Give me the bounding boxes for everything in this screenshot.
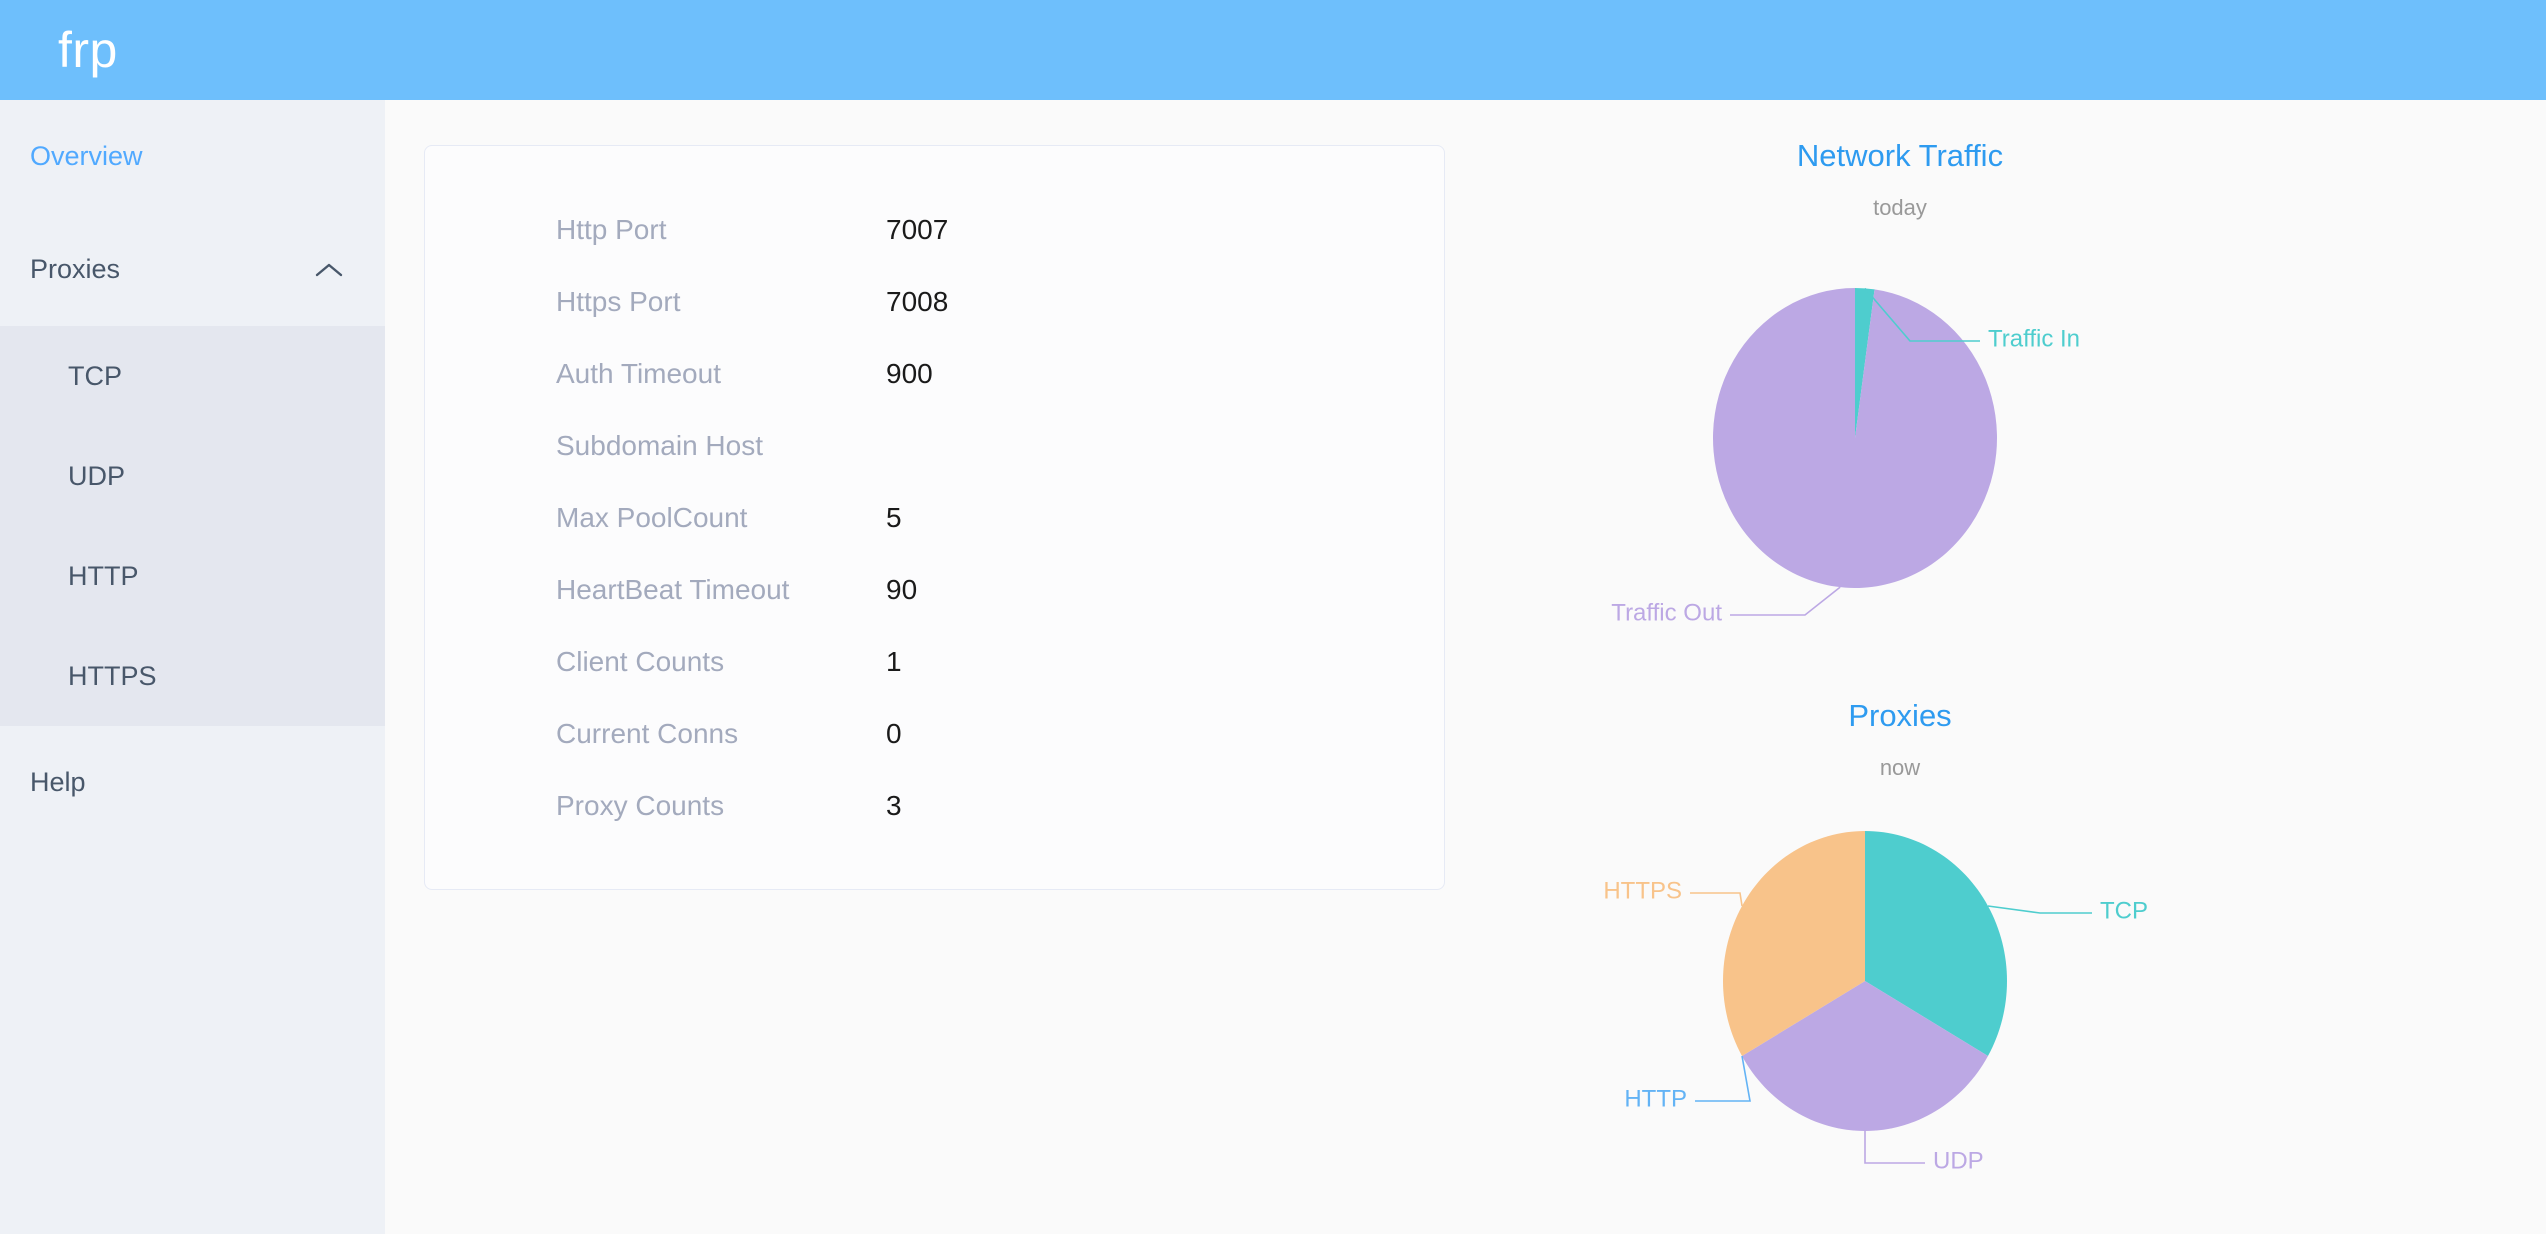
sidebar: Overview Proxies TCP UDP HTTP HTTPS Help — [0, 100, 385, 1234]
svg-text:HTTPS: HTTPS — [1603, 877, 1682, 904]
info-value: 0 — [886, 718, 902, 749]
info-row: Https Port 7008 — [425, 266, 1444, 338]
info-value: 3 — [886, 790, 902, 821]
info-row: Current Conns 0 — [425, 698, 1444, 770]
sidebar-item-tcp-label: TCP — [68, 360, 122, 391]
info-value: 1 — [886, 646, 902, 677]
network-traffic-chart: Network Traffic today Traffic In Traffic … — [1580, 140, 2220, 670]
info-label: Max PoolCount — [556, 502, 748, 533]
sidebar-item-http-label: HTTP — [68, 560, 139, 591]
svg-text:TCP: TCP — [2100, 897, 2148, 924]
sidebar-item-help-label: Help — [30, 767, 86, 797]
svg-text:HTTP: HTTP — [1624, 1085, 1687, 1112]
network-traffic-title: Network Traffic — [1796, 138, 2004, 173]
server-info-card: Http Port 7007 Https Port 7008 Auth Time… — [424, 145, 1445, 890]
proxies-chart: Proxies now TCP UDP HTTP HTTPS — [1580, 700, 2220, 1220]
svg-text:Traffic In: Traffic In — [1988, 325, 2080, 352]
app-title: frp — [58, 22, 118, 78]
info-value: 7008 — [886, 286, 949, 317]
proxies-subtitle: now — [1879, 755, 1921, 780]
sidebar-item-https[interactable]: HTTPS — [0, 626, 385, 726]
sidebar-item-http[interactable]: HTTP — [0, 526, 385, 626]
info-label: Https Port — [556, 286, 681, 317]
svg-text:UDP: UDP — [1933, 1147, 1984, 1174]
info-label: Current Conns — [556, 718, 739, 749]
chevron-up-icon[interactable] — [313, 254, 345, 286]
info-label: Http Port — [556, 214, 667, 245]
sidebar-submenu-proxies: TCP UDP HTTP HTTPS — [0, 326, 385, 726]
info-row: Auth Timeout 900 — [425, 338, 1444, 410]
proxies-title: Proxies — [1848, 698, 1952, 733]
info-row: HeartBeat Timeout 90 — [425, 554, 1444, 626]
sidebar-item-help[interactable]: Help — [0, 726, 385, 839]
sidebar-item-udp[interactable]: UDP — [0, 426, 385, 526]
network-traffic-pie[interactable]: Traffic In Traffic Out — [1580, 233, 2220, 653]
app-header: frp — [0, 0, 2546, 100]
info-row: Http Port 7007 — [425, 194, 1444, 266]
info-label: Auth Timeout — [556, 358, 721, 389]
sidebar-item-overview[interactable]: Overview — [0, 100, 385, 213]
info-label: Client Counts — [556, 646, 725, 677]
info-value: 5 — [886, 502, 902, 533]
info-row: Max PoolCount 5 — [425, 482, 1444, 554]
network-traffic-subtitle: today — [1873, 195, 1927, 220]
proxies-pie[interactable]: TCP UDP HTTP HTTPS — [1580, 793, 2220, 1193]
sidebar-item-udp-label: UDP — [68, 460, 126, 491]
info-row: Client Counts 1 — [425, 626, 1444, 698]
info-row: Subdomain Host — [425, 410, 1444, 482]
sidebar-item-https-label: HTTPS — [68, 660, 157, 691]
info-label: Proxy Counts — [556, 790, 725, 821]
info-value: 90 — [886, 574, 918, 605]
sidebar-item-overview-label: Overview — [30, 141, 143, 171]
sidebar-item-tcp[interactable]: TCP — [0, 326, 385, 426]
info-label: HeartBeat Timeout — [556, 574, 790, 605]
sidebar-item-proxies-label: Proxies — [30, 254, 121, 284]
info-row: Proxy Counts 3 — [425, 770, 1444, 842]
info-value: 7007 — [886, 214, 949, 245]
info-value: 900 — [886, 358, 933, 389]
svg-text:Traffic Out: Traffic Out — [1611, 599, 1722, 626]
info-label: Subdomain Host — [556, 430, 764, 461]
sidebar-item-proxies[interactable]: Proxies — [0, 213, 385, 326]
